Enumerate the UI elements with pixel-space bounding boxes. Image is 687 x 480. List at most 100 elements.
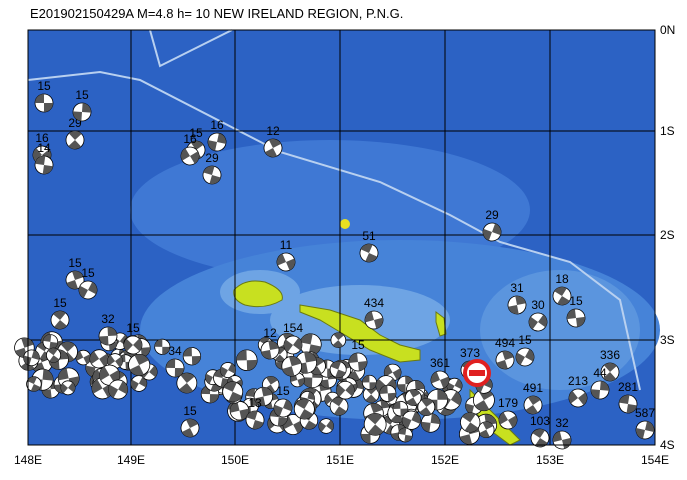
lat-label: 0N (660, 23, 675, 37)
depth-label: 29 (485, 208, 499, 222)
depth-label: 491 (523, 381, 543, 395)
ball-quad (384, 365, 402, 380)
ball-quad (220, 363, 236, 377)
beachball (460, 412, 481, 433)
beachball (72, 102, 92, 122)
beachball (528, 312, 548, 332)
ball-quad (27, 376, 41, 392)
ball-quad (462, 412, 479, 433)
beachball (482, 222, 502, 242)
ball-quad (107, 355, 123, 368)
depth-label: 30 (531, 298, 545, 312)
lat-label: 3S (660, 333, 675, 347)
depth-label: 15 (75, 88, 89, 102)
ball-quad (569, 390, 587, 406)
beachball (401, 410, 422, 430)
lat-label: 4S (660, 438, 675, 452)
depth-label: 15 (37, 79, 51, 93)
depth-label: 15 (351, 338, 365, 352)
beachball (75, 349, 92, 366)
ball-quad (591, 381, 609, 399)
beachball (318, 418, 334, 434)
ball-quad (365, 386, 377, 403)
depth-label: 16 (210, 118, 224, 132)
lon-label: 153E (536, 453, 564, 467)
ball-quad (89, 351, 109, 367)
ball-quad (73, 103, 91, 121)
lon-label: 151E (326, 453, 354, 467)
depth-label: 51 (362, 229, 376, 243)
beachball (600, 362, 620, 382)
ball-quad (261, 341, 279, 359)
ball-quad (99, 366, 120, 384)
beachball (283, 335, 303, 355)
beachball (276, 252, 296, 272)
beachball (530, 428, 550, 448)
beachball (552, 286, 572, 306)
beachball (430, 370, 450, 390)
ball-quad (529, 314, 547, 330)
beachball (182, 347, 202, 366)
beachball (417, 398, 436, 416)
island (340, 219, 350, 229)
depth-label: 494 (495, 336, 515, 350)
ball-quad (269, 408, 288, 426)
depth-label: 12 (263, 326, 277, 340)
ball-quad (181, 148, 199, 164)
ball-quad (76, 350, 91, 365)
beachball (362, 386, 380, 403)
beachball (165, 358, 185, 378)
ball-quad (15, 337, 34, 358)
beachball (472, 389, 495, 412)
ball-quad (516, 349, 534, 365)
ball-quad (60, 382, 76, 394)
ball-quad (336, 383, 355, 397)
beachball (34, 93, 54, 113)
ball-quad (274, 399, 292, 417)
island (299, 304, 421, 363)
beachball (568, 388, 588, 408)
depth-label: 16 (35, 131, 49, 145)
ball-quad (203, 166, 221, 184)
beachball (260, 340, 280, 360)
ball-quad (79, 282, 97, 298)
beachball (98, 326, 118, 346)
beachball (495, 350, 515, 370)
map-title: E201902150429A M=4.8 h= 10 NEW IRELAND R… (30, 6, 403, 21)
beachball (404, 389, 422, 406)
ball-quad (532, 429, 548, 447)
beachball (60, 380, 76, 396)
beachball (154, 338, 171, 355)
depth-label: 434 (364, 296, 384, 310)
beachball (566, 308, 586, 328)
beachball (477, 421, 495, 438)
ball-quad (68, 131, 82, 149)
ball-quad (283, 415, 304, 434)
ball-quad (129, 354, 149, 376)
ball-quad (421, 413, 440, 433)
beachball (222, 381, 244, 403)
depth-label: 15 (183, 404, 197, 418)
beachball (498, 410, 518, 430)
plate-boundary (149, 29, 233, 68)
ball-quad (53, 311, 67, 329)
ball-quad (332, 332, 344, 348)
ball-quad (636, 421, 654, 439)
island (233, 280, 283, 308)
depth-label: 281 (618, 380, 638, 394)
beachball (202, 165, 222, 185)
ball-quad (330, 361, 346, 378)
depth-label: 14 (37, 141, 51, 155)
depth-label: 31 (510, 281, 524, 295)
axis-labels: 0N 1S 2S 3S 4S 148E 149E 150E 151E 152E 153E 154E (14, 23, 675, 467)
ball-quad (331, 397, 347, 416)
ball-quad (499, 412, 517, 428)
ball-quad (366, 413, 384, 436)
ball-quad (290, 373, 305, 387)
beachball (330, 332, 347, 348)
ball-quad (282, 356, 302, 377)
depth-label: 32 (101, 312, 115, 326)
ball-quad (130, 376, 147, 391)
ball-quad (264, 139, 282, 157)
ball-quad (124, 338, 142, 352)
